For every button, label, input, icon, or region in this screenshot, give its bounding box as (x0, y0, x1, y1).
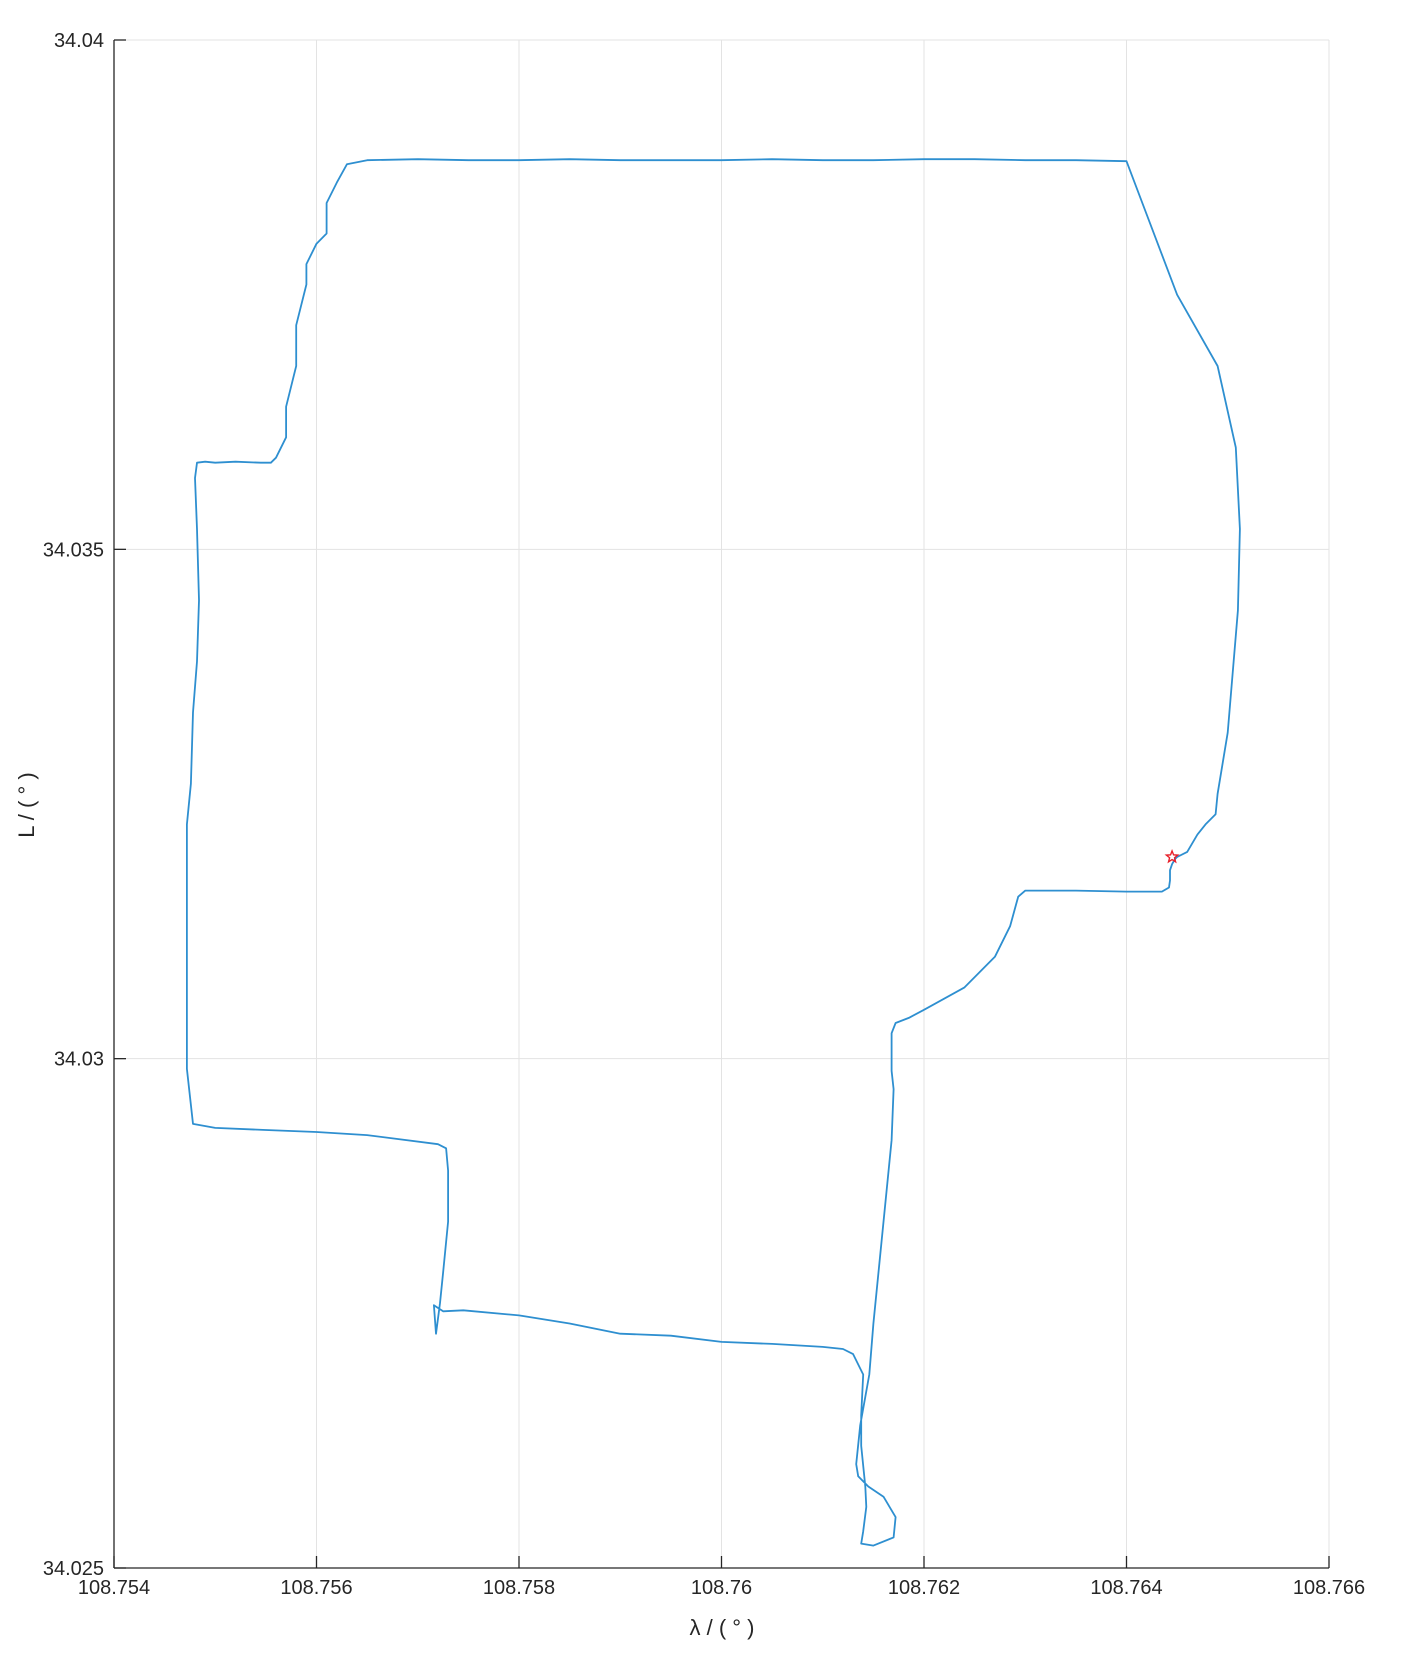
trajectory-series-line-0 (185, 158, 1241, 1547)
y-tick-label-1: 34.03 (54, 1049, 104, 1071)
x-tick-label-2: 108.758 (483, 1577, 555, 1599)
x-tick-label-5: 108.764 (1090, 1577, 1162, 1599)
x-tick-label-3: 108.76 (691, 1577, 752, 1599)
start-point-star-marker (1164, 849, 1180, 864)
y-tick-label-2: 34.035 (43, 539, 104, 561)
tick-labels: 108.754 108.756 108.758 108.76 108.762 108.76… (43, 30, 1365, 1599)
x-tick-label-0: 108.754 (78, 1577, 150, 1599)
x-tick-label-6: 108.766 (1293, 1577, 1365, 1599)
y-axis-label: L / ( ° ) (14, 772, 39, 837)
x-axis-label: λ / ( ° ) (689, 1615, 754, 1640)
y-tick-label-0: 34.025 (43, 1558, 104, 1580)
y-tick-label-3: 34.04 (54, 30, 104, 52)
plot-area (185, 158, 1241, 1547)
x-tick-label-4: 108.762 (888, 1577, 960, 1599)
x-tick-label-1: 108.756 (280, 1577, 352, 1599)
grid-lines (113, 39, 1330, 1569)
